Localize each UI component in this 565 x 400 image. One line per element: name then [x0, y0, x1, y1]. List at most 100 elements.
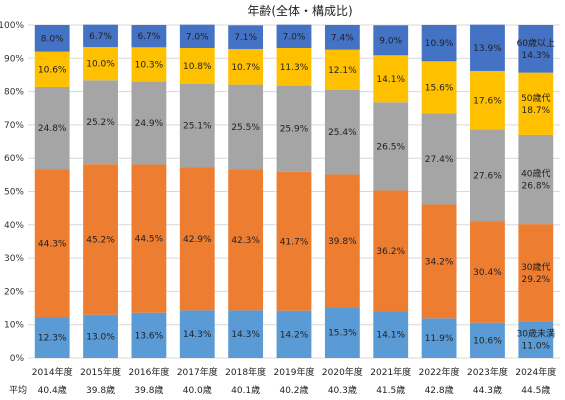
bar-segment: [470, 221, 505, 323]
data-label: 39.8%: [328, 237, 357, 247]
data-label: 11.9%: [425, 334, 454, 344]
bar-segment: [470, 129, 505, 222]
average-age: 40.3歳: [328, 384, 357, 396]
data-label: 13.6%: [135, 331, 164, 341]
x-tick-label: 2020年度: [322, 366, 363, 378]
data-label: 13.9%: [473, 44, 502, 54]
bar-segment: [276, 310, 312, 358]
x-tick-label: 2017年度: [177, 366, 218, 378]
bar-segment: [324, 307, 360, 358]
y-tick-label: 40%: [4, 221, 24, 231]
bar-segment: [131, 81, 167, 165]
bar-segment: [518, 25, 554, 73]
average-age: 42.8歳: [425, 384, 454, 396]
x-tick-label: 2016年度: [128, 366, 169, 378]
data-label: 11.0%: [522, 342, 551, 352]
x-tick-label: 2024年度: [515, 366, 556, 378]
bar-segment: [228, 169, 264, 311]
bar-segment: [179, 24, 215, 48]
bar-segment: [421, 318, 457, 358]
bar-segment: [83, 46, 118, 81]
bar-segment: [34, 25, 70, 52]
bar-segment: [470, 322, 505, 358]
bar-segment: [228, 84, 264, 170]
x-tick-label: 2021年度: [370, 366, 411, 378]
data-label: 14.3%: [183, 330, 212, 340]
y-axis: 0% 10% 20% 30% 40% 50% 60% 70% 80% 90% 100%: [0, 21, 24, 364]
bar-segment: [228, 25, 264, 49]
data-label: 27.6%: [473, 172, 502, 182]
average-row-label: 平均: [9, 384, 27, 396]
bar-segment: [324, 25, 360, 50]
average-age: 40.1歳: [231, 384, 260, 396]
bar-segment: [421, 25, 457, 62]
data-label: 9.0%: [379, 36, 402, 46]
bar-segment: [179, 83, 215, 168]
data-label: 7.0%: [186, 32, 209, 42]
bar-segment: [470, 24, 505, 71]
x-axis: 2014年度 2015年度 2016年度 2017年度 2018年度 2019年度 2020…: [32, 366, 557, 378]
data-label: 42.9%: [183, 235, 212, 245]
bar-segment: [421, 61, 457, 114]
y-tick-label: 80%: [4, 88, 24, 98]
data-label: 10.7%: [231, 63, 260, 73]
average-age: 40.2歳: [279, 384, 308, 396]
y-tick-label: 20%: [4, 287, 24, 297]
bar-segment: [83, 314, 118, 358]
bar-segment: [228, 48, 264, 85]
data-label: 25.1%: [183, 122, 212, 132]
bar-segment: [34, 169, 70, 318]
bar-segment: [518, 72, 554, 135]
x-tick-label: 2014年度: [32, 366, 73, 378]
data-label: 14.1%: [376, 75, 405, 85]
bar-segment: [518, 134, 554, 225]
bars: 12.3% 44.3% 24.8% 10.6% 8.0% 13.0% 45.2% 25.2% 1…: [34, 24, 555, 358]
data-label: 14.3%: [522, 51, 551, 61]
data-label: 10.9%: [425, 39, 454, 49]
data-label: 34.2%: [425, 257, 454, 267]
average-age: 40.4歳: [38, 384, 67, 396]
bar-segment: [373, 102, 409, 191]
bar-segment: [131, 47, 167, 82]
data-label: 14.1%: [376, 331, 405, 341]
bar-segment: [276, 24, 312, 48]
average-age: 39.8歳: [86, 384, 115, 396]
average-age: 39.8歳: [134, 384, 163, 396]
y-tick-label: 90%: [4, 54, 24, 64]
data-label: 25.5%: [231, 123, 260, 133]
bar-segment: [421, 204, 457, 319]
series-label: 50歳代: [521, 92, 550, 104]
bar-segment: [83, 164, 118, 315]
data-label: 12.1%: [328, 66, 357, 76]
data-label: 17.6%: [473, 96, 502, 106]
data-label: 8.0%: [41, 34, 64, 44]
bar-segment: [373, 190, 409, 312]
data-label: 15.6%: [425, 83, 454, 93]
bar-segment: [179, 167, 215, 311]
series-label: 40歳代: [521, 168, 550, 180]
x-tick-label: 2015年度: [80, 366, 121, 378]
bar-segment: [276, 85, 312, 172]
data-label: 6.7%: [89, 32, 112, 42]
bar-segment: [470, 70, 505, 130]
data-label: 15.3%: [328, 329, 357, 339]
data-label: 12.3%: [38, 334, 67, 344]
average-ages: 40.4歳 39.8歳 39.8歳 40.0歳 40.1歳 40.2歳 40.3歳 41.5歳…: [38, 384, 551, 396]
y-tick-label: 50%: [4, 188, 24, 198]
bar-segment: [324, 49, 360, 90]
data-label: 7.1%: [234, 33, 257, 43]
data-label: 6.7%: [137, 32, 160, 42]
data-label: 25.9%: [280, 125, 309, 135]
bar-segment: [34, 317, 70, 358]
bar-segment: [131, 312, 167, 358]
data-label: 44.5%: [135, 235, 164, 245]
data-label: 29.2%: [522, 275, 551, 285]
data-label: 26.8%: [522, 182, 551, 192]
data-label: 14.2%: [280, 330, 309, 340]
average-age: 41.5歳: [376, 384, 405, 396]
data-label: 41.7%: [280, 237, 309, 247]
average-age: 44.5歳: [521, 384, 550, 396]
data-label: 13.0%: [86, 332, 115, 342]
x-tick-label: 2018年度: [225, 366, 266, 378]
